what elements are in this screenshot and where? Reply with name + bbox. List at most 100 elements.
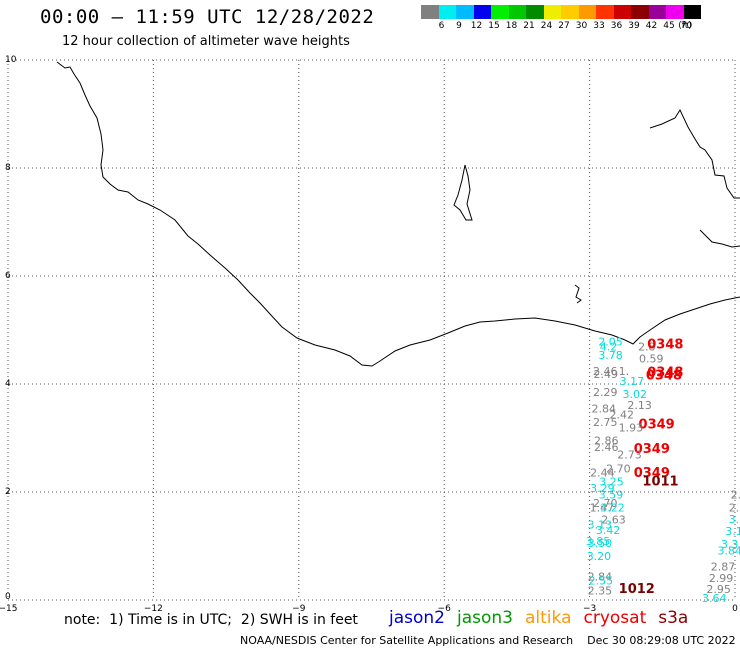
legend-swatch (578, 5, 596, 19)
satellite-altika: altika (525, 608, 572, 628)
coastline-main (56, 61, 740, 367)
x-tick-label: −3 (583, 604, 596, 614)
y-tick-label: 4 (5, 379, 11, 389)
color-legend: 6 9 12 15 18 21 24 27 30 33 36 39 42 45 70 (ft) (421, 5, 701, 33)
wave-height-label: 2.99 (709, 572, 734, 585)
wave-height-label: 0348 (646, 369, 682, 384)
x-tick-label: −15 (0, 604, 18, 614)
y-tick-label: 8 (5, 163, 11, 173)
coastline-inlet (574, 284, 582, 304)
legend-swatch (456, 5, 474, 19)
legend-unit: (ft) (678, 21, 692, 31)
wave-height-label: 1.93 (619, 422, 644, 435)
chart-subtitle: 12 hour collection of altimeter wave hei… (62, 34, 350, 49)
wave-height-label: 2.70 (606, 463, 631, 476)
legend-label: 6 (438, 21, 445, 31)
wave-height-label: 2.73 (617, 449, 642, 462)
wave-height-label: 3.59 (599, 488, 624, 501)
wave-height-label: 2.46 (593, 365, 618, 378)
wave-height-label: 4.2 (600, 341, 618, 354)
satellite-jason3: jason3 (457, 608, 513, 628)
chart-title: 00:00 – 11:59 UTC 12/28/2022 (40, 6, 375, 28)
legend-swatch (648, 5, 666, 19)
y-tick-label: 10 (5, 55, 17, 65)
wave-height-label: 2. (729, 501, 740, 514)
wave-height-label: 0348 (647, 365, 683, 380)
wave-height-label: 3.84 (718, 545, 740, 558)
legend-label: 15 (488, 21, 500, 31)
wave-height-label: 2.95 (706, 583, 731, 596)
wave-height-label: 0349 (634, 442, 670, 457)
footer-note: note: 1) Time is in UTC; 2) SWH is in fe… (64, 612, 358, 628)
x-tick-label: −9 (292, 604, 306, 614)
wave-height-label: 2.75 (593, 416, 618, 429)
legend-swatch (491, 5, 509, 19)
wave-height-label: 3.1 (725, 525, 740, 538)
legend-label: 45 (663, 21, 675, 31)
wave-height-label: 3.29 (590, 482, 615, 495)
wave-height-label: 3.25 (599, 476, 624, 489)
legend-label: 33 (593, 21, 605, 31)
wave-height-label: 1011 (642, 475, 678, 490)
legend-swatch (666, 5, 684, 19)
wave-height-label: 2.46 (594, 441, 619, 454)
wave-height-label: 2.63 (601, 513, 626, 526)
wave-height-label: 2. (731, 488, 740, 501)
wave-height-label: 0349 (639, 417, 675, 432)
legend-swatch (421, 5, 439, 19)
legend-labels: 6 9 12 15 18 21 24 27 30 33 36 39 42 45 70 (ft) (421, 21, 701, 33)
satellite-legend: jason2 jason3 altika cryosat s3a (389, 608, 700, 628)
wave-height-label: 2.55 (589, 574, 614, 587)
satellite-cryosat: cryosat (583, 608, 647, 628)
wave-height-label: 3.85 (586, 535, 611, 548)
wave-height-label: 2.70 (593, 497, 618, 510)
wave-height-label: 2.35 (588, 585, 613, 598)
axis-ticks: −15 −12 −9 −6 −3 0 0 2 4 6 8 10 (0, 55, 738, 614)
legend-swatch (526, 5, 544, 19)
legend-label: 24 (540, 21, 553, 31)
wave-height-label: 3.1 (729, 513, 740, 526)
legend-label: 36 (610, 21, 623, 31)
wave-height-label: 2.29 (593, 386, 618, 399)
wave-height-label: 1.47 (590, 501, 615, 514)
wave-height-label: 2.05 (598, 336, 623, 349)
legend-swatches (421, 5, 701, 19)
wave-height-label: 1012 (619, 582, 655, 597)
coastline-lake-east (649, 108, 740, 199)
legend-swatch (473, 5, 491, 19)
legend-label: 21 (523, 21, 535, 31)
coastline-island-1 (453, 164, 473, 221)
legend-label: 27 (558, 21, 570, 31)
wave-height-label: 2.86 (594, 434, 619, 447)
x-tick-label: −12 (144, 604, 163, 614)
wave-height-label: 0.59 (639, 352, 664, 365)
wave-height-label: 2.44 (590, 466, 615, 479)
satellite-jason2: jason2 (389, 608, 445, 628)
wave-height-label: 3.50 (588, 537, 613, 550)
legend-label: 18 (505, 21, 518, 31)
wave-height-label: 2.8 (638, 341, 656, 354)
legend-label: 70 (680, 21, 693, 31)
legend-swatch (683, 5, 701, 19)
legend-label: 42 (645, 21, 658, 31)
legend-label: 9 (456, 21, 462, 31)
satellite-s3a: s3a (658, 608, 689, 628)
wave-height-label: 0349 (634, 466, 670, 481)
wave-height-label: 3.13 (588, 519, 613, 532)
wave-height-label: 3.22 (600, 501, 625, 514)
legend-label: 12 (470, 21, 483, 31)
wave-height-label: 2.87 (711, 560, 736, 573)
wave-height-label: 3.3 (721, 538, 739, 551)
legend-swatch (561, 5, 579, 19)
wave-height-label: 3.17 (620, 375, 645, 388)
wave-height-label: 3.02 (623, 388, 648, 401)
legend-swatch (438, 5, 456, 19)
wave-height-label: 2.42 (609, 409, 634, 422)
wave-height-label: 3.20 (587, 550, 612, 563)
legend-swatch (543, 5, 561, 19)
legend-swatch (508, 5, 526, 19)
legend-label: 39 (628, 21, 640, 31)
wave-height-label: 2.49 (593, 368, 618, 381)
